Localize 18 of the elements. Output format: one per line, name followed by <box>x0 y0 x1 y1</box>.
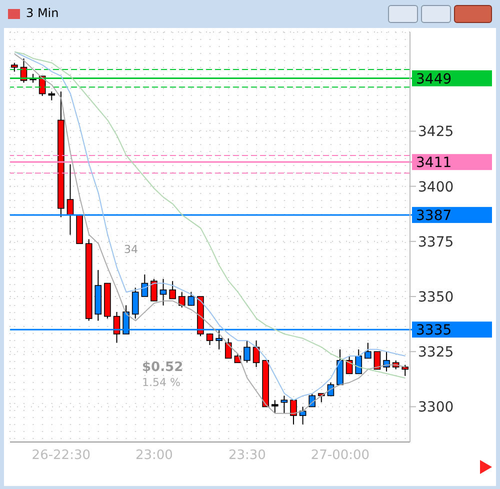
y-tick-label: 3300 <box>418 400 454 416</box>
annotation: 34 <box>124 243 138 256</box>
y-tick-label: 3400 <box>418 179 454 196</box>
chart-title: 3 Min <box>26 6 59 20</box>
x-tick-label: 26-22:30 <box>32 448 91 464</box>
ref-line-label: 3449 <box>416 71 452 88</box>
annotation: $0.52 <box>142 360 184 375</box>
y-tick-label: 3325 <box>418 344 454 361</box>
x-tick-label: 23:30 <box>228 448 266 464</box>
ref-line-label: 3335 <box>416 322 452 339</box>
y-tick-label: 3375 <box>418 234 454 250</box>
ref-line-label: 3411 <box>416 155 452 172</box>
x-tick-label: 27-00:00 <box>310 448 370 464</box>
ref-line-label: 3387 <box>416 208 452 224</box>
annotation: 1.54 % <box>142 376 180 389</box>
y-tick-label: 3350 <box>418 289 454 306</box>
y-tick-label: 3425 <box>418 124 454 140</box>
x-tick-label: 23:00 <box>135 448 173 464</box>
